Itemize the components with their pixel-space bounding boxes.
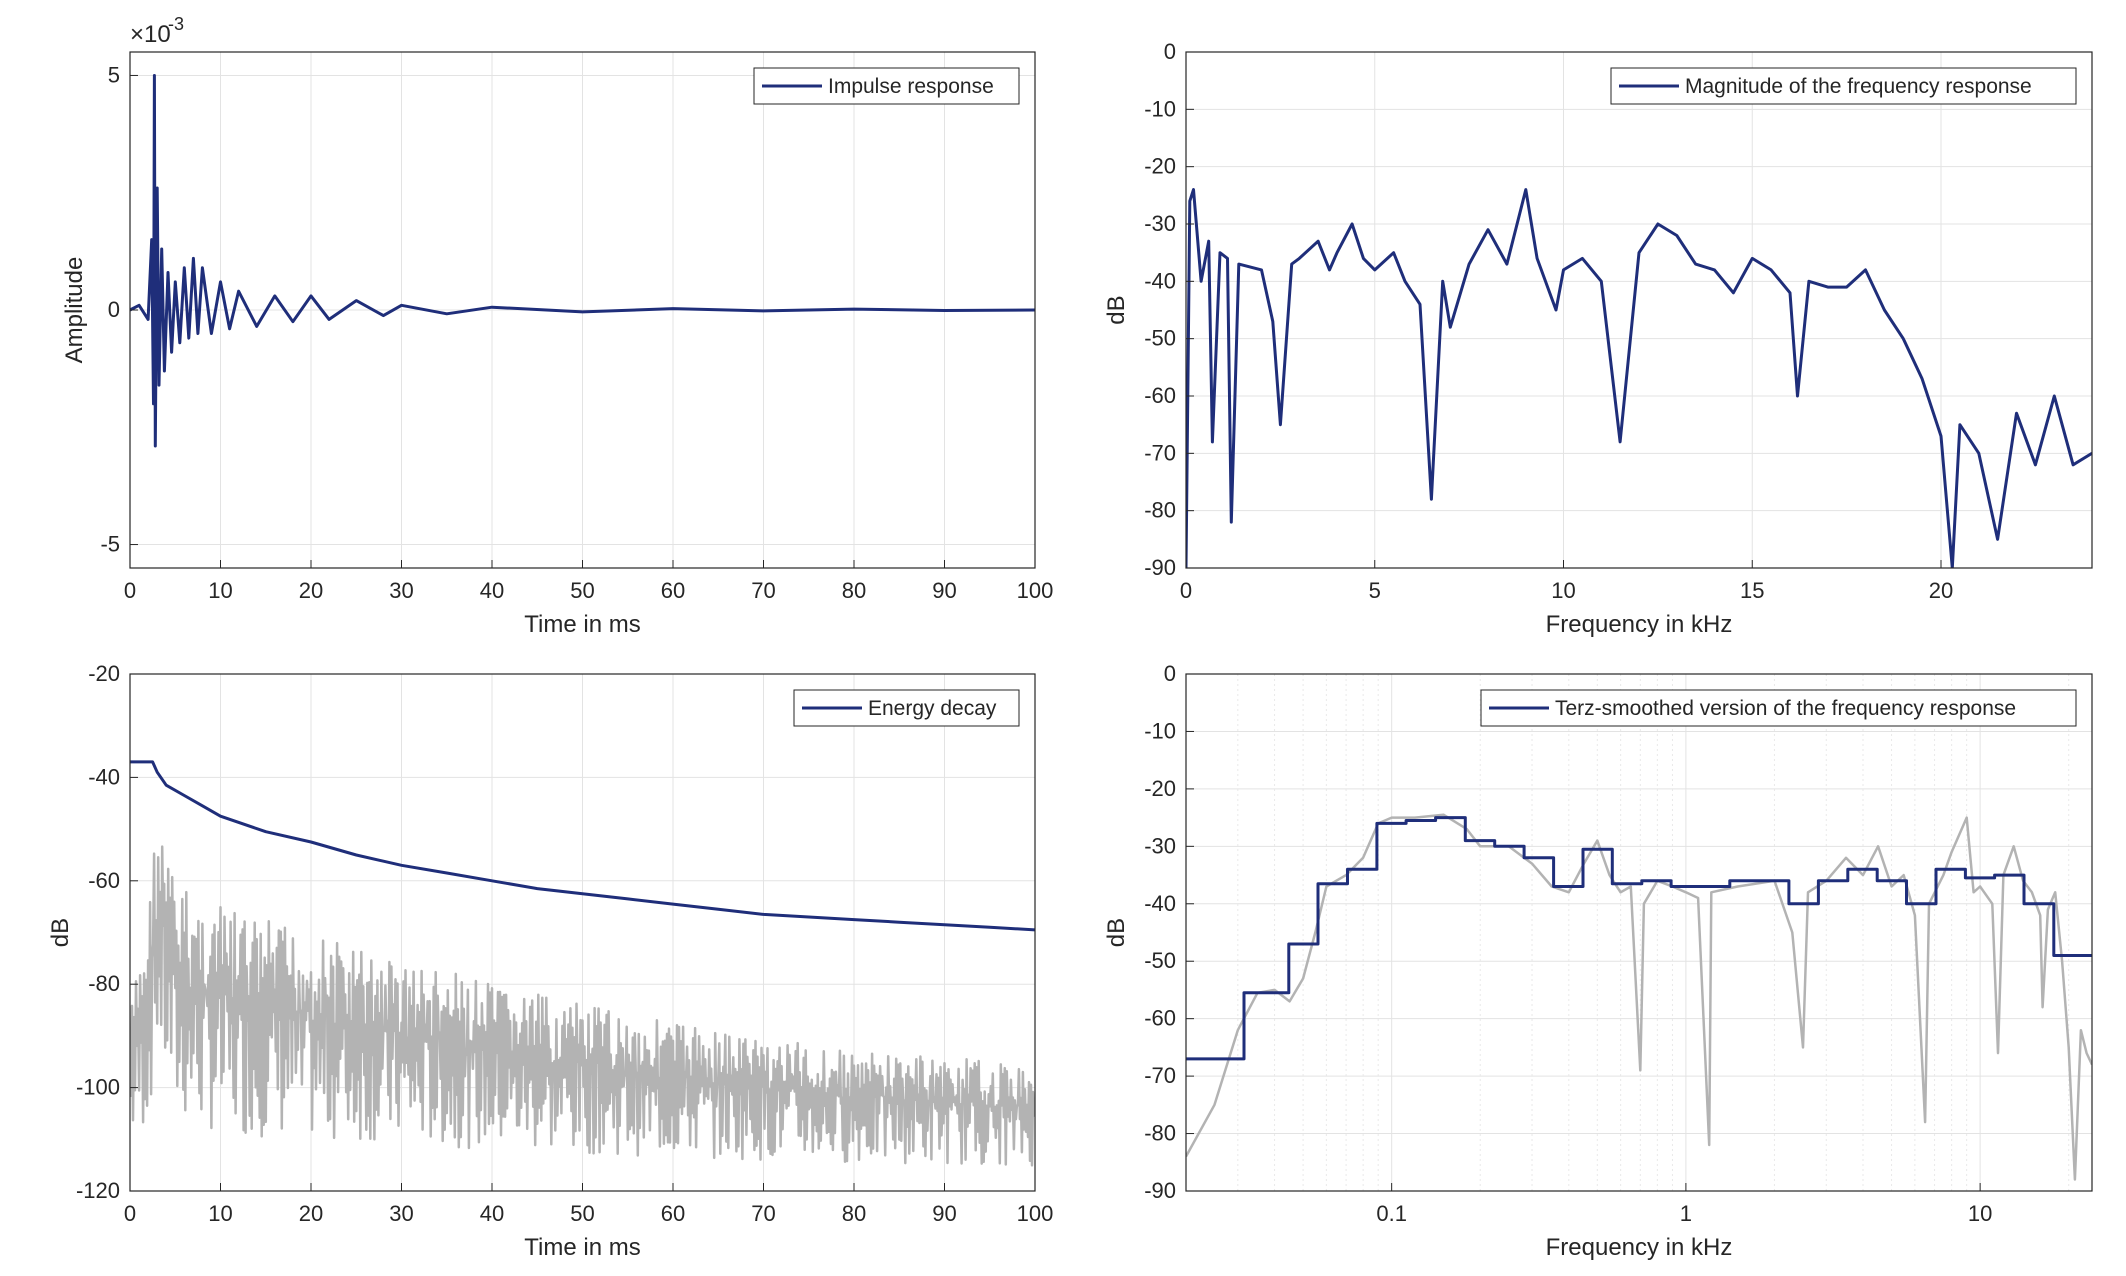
x-tick-label: 10 bbox=[1968, 1201, 1992, 1226]
y-tick-label: -5 bbox=[100, 532, 120, 557]
x-tick-label: 15 bbox=[1740, 578, 1764, 603]
legend-label: Energy decay bbox=[868, 697, 997, 720]
x-tick-label: 20 bbox=[299, 578, 323, 603]
y-axis-label: dB bbox=[47, 918, 74, 947]
x-axis-label: Frequency in kHz bbox=[1546, 611, 1733, 638]
y-tick-label: -50 bbox=[1144, 948, 1176, 973]
y-tick-label: 0 bbox=[1164, 661, 1176, 686]
x-tick-label: 60 bbox=[661, 578, 685, 603]
x-tick-label: 40 bbox=[480, 578, 504, 603]
x-tick-label: 100 bbox=[1017, 578, 1054, 603]
x-tick-label: 0 bbox=[124, 578, 136, 603]
legend-label: Impulse response bbox=[828, 75, 994, 98]
series-group bbox=[130, 74, 1035, 448]
x-tick-label: 90 bbox=[932, 578, 956, 603]
x-tick-label: 10 bbox=[208, 1201, 232, 1226]
impulse-response-line bbox=[130, 74, 1035, 448]
y-tick-label: -90 bbox=[1144, 555, 1176, 580]
y-tick-label: -10 bbox=[1144, 96, 1176, 121]
x-tick-label: 100 bbox=[1017, 1201, 1054, 1226]
terz-smoothed-plot: 0.1 1 10 0 -10 -20 -30 -40 -50 -60 -70 -80 -90 Freque… bbox=[1103, 661, 2093, 1261]
x-tick-label: 50 bbox=[570, 1201, 594, 1226]
y-axis-label: dB bbox=[1103, 918, 1130, 947]
background-trace-line bbox=[1186, 813, 2092, 1181]
x-axis-label: Frequency in kHz bbox=[1546, 1234, 1733, 1261]
y-tick-label: -80 bbox=[1144, 498, 1176, 523]
y-tick-label: -30 bbox=[1144, 833, 1176, 858]
legend-label: Magnitude of the frequency response bbox=[1685, 75, 2032, 98]
plot-area bbox=[1186, 674, 2092, 1191]
axes-box bbox=[1185, 51, 2093, 569]
y-tick-label: -20 bbox=[1144, 776, 1176, 801]
x-axis-label: Time in ms bbox=[524, 1234, 640, 1261]
x-tick-label: 30 bbox=[389, 1201, 413, 1226]
series-group bbox=[1186, 188, 2092, 568]
y-axis-label: Amplitude bbox=[61, 257, 88, 364]
y-tick-label: -20 bbox=[88, 661, 120, 686]
y-tick-label: -70 bbox=[1144, 1063, 1176, 1088]
x-tick-label: 90 bbox=[932, 1201, 956, 1226]
y-tick-label: 0 bbox=[108, 297, 120, 322]
x-tick-label: 5 bbox=[1369, 578, 1381, 603]
x-tick-label: 70 bbox=[751, 1201, 775, 1226]
series-group bbox=[130, 760, 1035, 1167]
energy-decay-plot: 0 10 20 30 40 50 60 70 80 90 100 -20 -40 -60 -80 -100 -1… bbox=[47, 661, 1053, 1261]
y-tick-label: -120 bbox=[76, 1178, 120, 1203]
y-tick-label: -90 bbox=[1144, 1178, 1176, 1203]
x-tick-label: 20 bbox=[1929, 578, 1953, 603]
legend: Impulse response bbox=[753, 67, 1020, 105]
y-tick-label: -100 bbox=[76, 1075, 120, 1100]
legend-box bbox=[1610, 67, 2077, 105]
x-tick-label: 60 bbox=[661, 1201, 685, 1226]
y-axis-label: dB bbox=[1103, 295, 1130, 324]
background-trace-line bbox=[130, 845, 1035, 1167]
x-tick-label: 0 bbox=[1180, 578, 1192, 603]
x-tick-label: 80 bbox=[842, 578, 866, 603]
y-tick-label: -40 bbox=[88, 764, 120, 789]
legend-box bbox=[1480, 689, 2077, 727]
y-tick-label: 0 bbox=[1164, 39, 1176, 64]
magnitude-of-the-frequency-response-line bbox=[1186, 188, 2092, 568]
x-tick-label: 70 bbox=[751, 578, 775, 603]
exponent-power: -3 bbox=[168, 14, 184, 34]
x-tick-label: 0.1 bbox=[1376, 1201, 1407, 1226]
y-tick-label: -30 bbox=[1144, 211, 1176, 236]
terz-smoothed-version-of-the-frequency-response-line bbox=[1186, 816, 2092, 1061]
y-tick-label: -40 bbox=[1144, 268, 1176, 293]
y-tick-label: -80 bbox=[1144, 1121, 1176, 1146]
y-tick-label: -10 bbox=[1144, 718, 1176, 743]
legend: Energy decay bbox=[793, 689, 1020, 727]
y-tick-label: -20 bbox=[1144, 154, 1176, 179]
energy-decay-line bbox=[130, 760, 1035, 932]
axes-box bbox=[1185, 673, 2093, 1192]
legend-label: Terz-smoothed version of the frequency r… bbox=[1555, 697, 2016, 720]
x-tick-label: 30 bbox=[389, 578, 413, 603]
series-group bbox=[1186, 813, 2092, 1181]
legend: Magnitude of the frequency response bbox=[1610, 67, 2077, 105]
x-tick-label: 10 bbox=[208, 578, 232, 603]
y-tick-label: -60 bbox=[1144, 383, 1176, 408]
magnitude-response-plot: 0 5 10 15 20 0 -10 -20 -30 -40 -50 -60 -70 -80 -90 Freq… bbox=[1103, 39, 2093, 638]
y-tick-label: -40 bbox=[1144, 891, 1176, 916]
x-tick-label: 10 bbox=[1551, 578, 1575, 603]
x-tick-label: 80 bbox=[842, 1201, 866, 1226]
y-tick-label: -60 bbox=[1144, 1006, 1176, 1031]
y-tick-label: 5 bbox=[108, 62, 120, 87]
y-tick-label: -80 bbox=[88, 971, 120, 996]
x-tick-label: 20 bbox=[299, 1201, 323, 1226]
x-tick-label: 50 bbox=[570, 578, 594, 603]
y-tick-label: -70 bbox=[1144, 440, 1176, 465]
exponent-label: ×10 bbox=[130, 21, 171, 48]
x-axis-label: Time in ms bbox=[524, 611, 640, 638]
x-tick-label: 40 bbox=[480, 1201, 504, 1226]
x-tick-label: 1 bbox=[1680, 1201, 1692, 1226]
legend: Terz-smoothed version of the frequency r… bbox=[1480, 689, 2077, 727]
y-tick-label: -50 bbox=[1144, 326, 1176, 351]
grid bbox=[1186, 673, 2092, 1192]
y-tick-label: -60 bbox=[88, 868, 120, 893]
x-tick-label: 0 bbox=[124, 1201, 136, 1226]
